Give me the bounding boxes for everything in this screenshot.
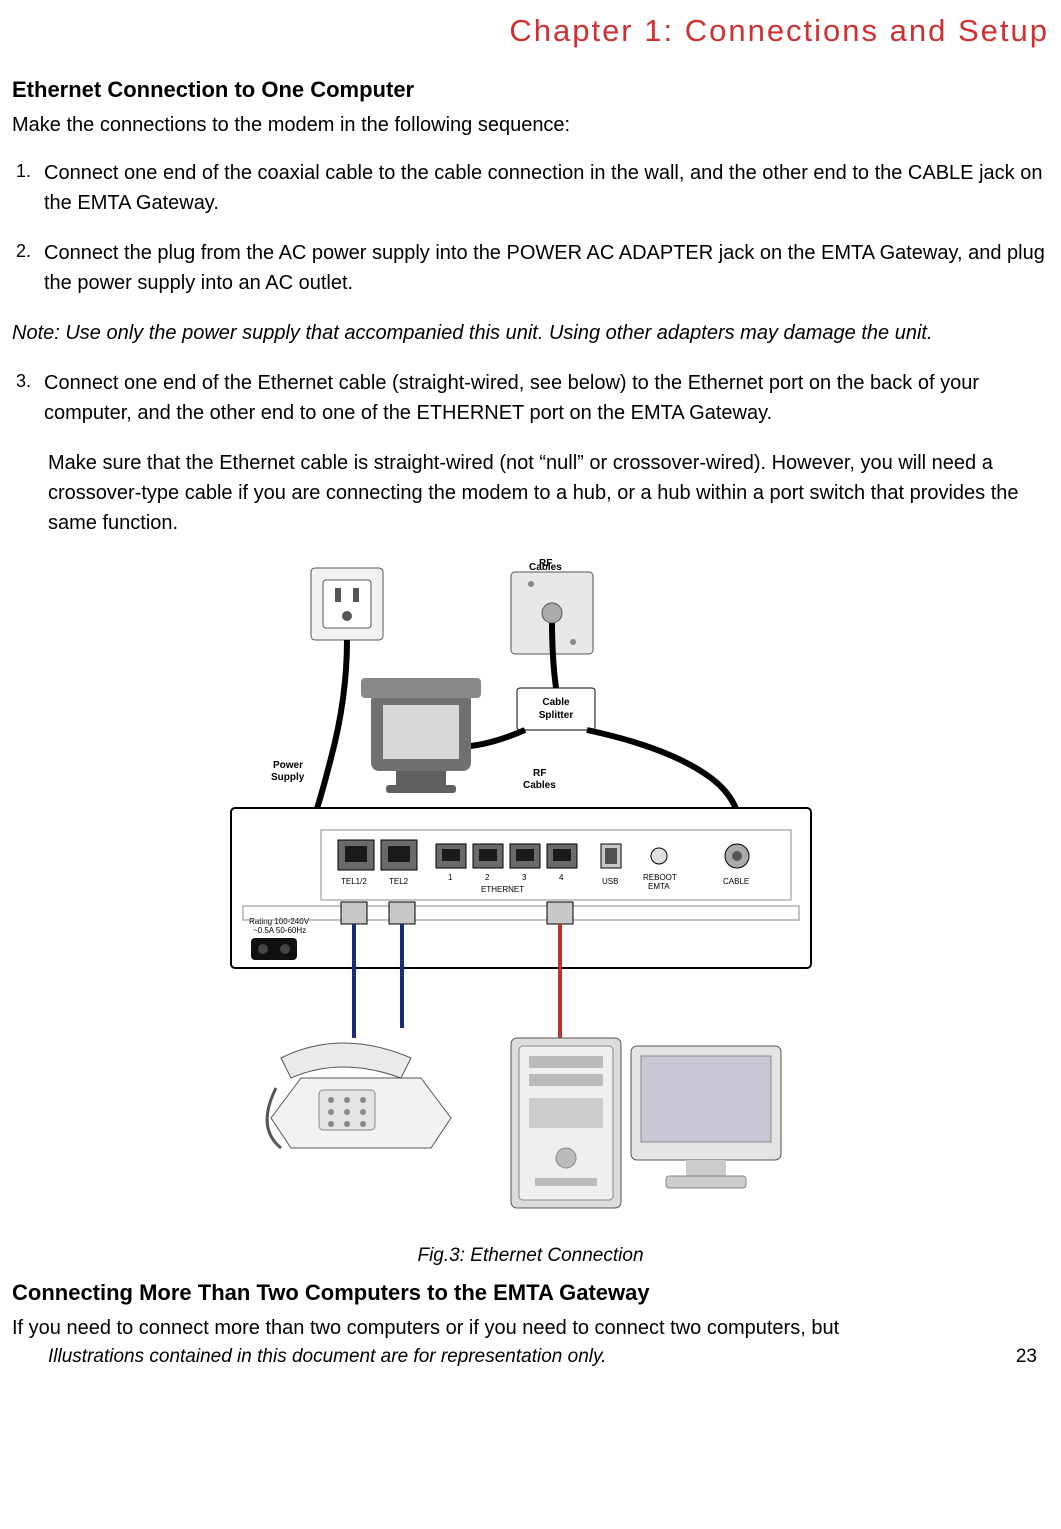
label-cables-lower: Cables (523, 780, 556, 791)
step-1: 1. Connect one end of the coaxial cable … (12, 158, 1049, 218)
label-reboot-2: EMTA (648, 882, 670, 891)
label-rating-1: Rating 100-240V (249, 917, 310, 926)
label-splitter-2: Splitter (538, 710, 573, 721)
indented-paragraph: Make sure that the Ethernet cable is str… (12, 448, 1049, 538)
label-eth-4: 4 (559, 873, 564, 882)
label-splitter-1: Cable (542, 697, 570, 708)
figure-caption: Fig.3: Ethernet Connection (12, 1242, 1049, 1271)
label-cable-port: CABLE (723, 877, 749, 886)
label-eth-2: 2 (485, 873, 490, 882)
ethernet-connection-diagram: RF Cables Cable Splitter RF Cables Power… (211, 558, 851, 1238)
label-tel1: TEL1/2 (341, 877, 367, 886)
step-number: 3. (16, 368, 44, 428)
section-heading-ethernet: Ethernet Connection to One Computer (12, 73, 1049, 106)
label-cables-top: Cables (529, 562, 562, 573)
note-paragraph: Note: Use only the power supply that acc… (12, 318, 1049, 348)
section2-body: If you need to connect more than two com… (12, 1313, 1049, 1343)
label-ethernet: ETHERNET (481, 885, 524, 894)
label-usb: USB (602, 877, 618, 886)
label-tel2: TEL2 (389, 877, 409, 886)
label-rating-2: ~0.5A 50-60Hz (253, 926, 306, 935)
intro-paragraph: Make the connections to the modem in the… (12, 110, 1049, 140)
section-heading-multiple: Connecting More Than Two Computers to th… (12, 1276, 1049, 1309)
step-2: 2. Connect the plug from the AC power su… (12, 238, 1049, 298)
label-eth-1: 1 (448, 873, 453, 882)
step-number: 1. (16, 158, 44, 218)
footer-text: Illustrations contained in this document… (48, 1343, 606, 1372)
label-power: Power (273, 760, 303, 771)
step-number: 2. (16, 238, 44, 298)
diagram-container: RF Cables Cable Splitter RF Cables Power… (12, 558, 1049, 1238)
step-text: Connect one end of the Ethernet cable (s… (44, 368, 1049, 428)
step-text: Connect one end of the coaxial cable to … (44, 158, 1049, 218)
label-rf-lower: RF (533, 768, 546, 779)
step-3: 3. Connect one end of the Ethernet cable… (12, 368, 1049, 428)
page-number: 23 (1016, 1343, 1037, 1372)
label-supply: Supply (271, 772, 305, 783)
label-reboot-1: REBOOT (643, 873, 677, 882)
label-eth-3: 3 (522, 873, 527, 882)
step-text: Connect the plug from the AC power suppl… (44, 238, 1049, 298)
chapter-title: Chapter 1: Connections and Setup (12, 8, 1049, 55)
